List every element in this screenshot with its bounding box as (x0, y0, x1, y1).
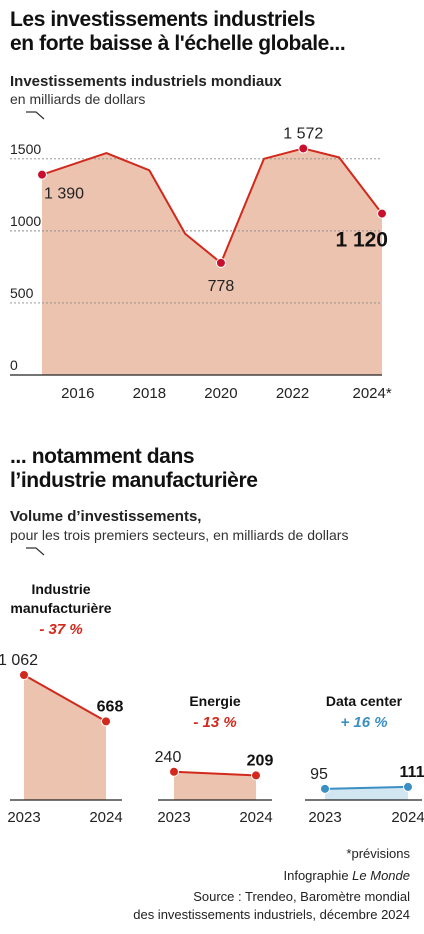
headline-2-line-1: ... notamment dans (10, 445, 195, 468)
sector-3-point-2024 (403, 781, 413, 792)
data-point-778 (215, 257, 226, 268)
chart-1-title: Investissements industriels mondiaux (10, 73, 282, 90)
sector-2-x-label-2024: 2024 (239, 809, 272, 826)
sector-2-line (173, 770, 257, 777)
credit-brand: Le Monde (352, 868, 410, 883)
headline-1: Les investissements industriels en forte… (10, 8, 346, 56)
chart-1-area-chart: 0 500 1000 1500 1 390 778 1 572 1 120 2016 2018 20… (10, 125, 392, 402)
x-tick-label-2020: 2020 (204, 385, 237, 402)
sector-2-point-2024 (251, 770, 261, 781)
data-point-1572 (298, 143, 309, 154)
sector-1-line (23, 674, 107, 723)
sector-1-name-line-2: manufacturière (10, 600, 112, 616)
x-tick-label-2024*: 2024* (352, 385, 391, 402)
sector-2-point-2023 (169, 766, 179, 777)
sector-3-x-label-2023: 2023 (308, 809, 341, 826)
credit: Infographie Le Monde (133, 867, 411, 885)
area-fill (42, 148, 382, 375)
chart-2-small-multiples: 1 062 668 2023 2024 240 209 2023 2024 95 111 2023 2… (0, 652, 424, 826)
sector-1-x-label-2024: 2024 (89, 809, 122, 826)
y-tick-label-0: 0 (10, 357, 18, 373)
headline-2-line-2: l’industrie manufacturière (10, 469, 258, 492)
sector-3-label-2024: 111 (400, 764, 424, 781)
data-label-1390: 1 390 (44, 186, 84, 203)
sector-1-point-2024 (101, 716, 111, 727)
sector-3-point-2023 (320, 783, 330, 794)
source-line-1: Source : Trendeo, Baromètre mondial (193, 889, 410, 904)
chart-1-unit: en milliards de dollars (10, 91, 146, 107)
sector-2-change: - 13 % (193, 714, 237, 731)
headline-1-line-2: en forte baisse à l'échelle globale... (10, 32, 346, 55)
sector-3-area (325, 786, 408, 800)
chart-2-title-notch (26, 547, 45, 556)
chart-2-title: Volume d’investissements, (10, 508, 202, 525)
sector-1-change: - 37 % (39, 621, 83, 638)
sector-3-label-2023: 95 (310, 766, 328, 783)
x-tick-label-2022: 2022 (276, 385, 309, 402)
headline-2: ... notamment dans l’industrie manufactu… (10, 445, 258, 493)
forecast-note: *prévisions (346, 846, 410, 861)
sector-3-name: Data center (325, 693, 403, 709)
sector-3-line (324, 785, 409, 790)
y-tick-label-1500: 1500 (10, 141, 41, 157)
y-tick-label-1000: 1000 (10, 213, 41, 229)
sector-1-area (24, 675, 106, 800)
data-point-1120 (377, 208, 387, 219)
sector-2-label-2024: 209 (247, 752, 274, 769)
x-tick-label-2016: 2016 (61, 385, 94, 402)
data-label-1572: 1 572 (283, 125, 323, 142)
source-line-2: des investissements industriels, décembr… (133, 907, 410, 922)
sector-1-name-line-1: Industrie (31, 581, 91, 597)
data-point-1390 (37, 169, 47, 180)
x-tick-label-2018: 2018 (133, 385, 166, 402)
footer: *prévisions Infographie Le Monde Source … (133, 845, 410, 924)
sector-2-name: Energie (189, 693, 241, 709)
sector-3-x-label-2024: 2024 (391, 809, 424, 826)
chart-1-title-notch (26, 111, 45, 120)
data-label-1120: 1 120 (335, 229, 388, 252)
sector-3-change: + 16 % (340, 714, 388, 731)
sector-2-area (174, 771, 256, 800)
y-tick-label-500: 500 (10, 285, 34, 301)
sector-1-point-2023 (19, 670, 29, 680)
credit-prefix: Infographie (283, 868, 353, 883)
sector-2-x-label-2023: 2023 (157, 809, 190, 826)
sector-1-x-label-2023: 2023 (7, 809, 40, 826)
sector-1-label-2024: 668 (97, 698, 124, 715)
sector-1-name: Industrie manufacturière (0, 580, 122, 618)
data-label-778: 778 (208, 278, 235, 295)
sector-1-label-2023: 1 062 (0, 652, 38, 669)
headline-1-line-1: Les investissements industriels (10, 8, 316, 31)
chart-2-unit: pour les trois premiers secteurs, en mil… (10, 527, 349, 543)
sector-2-label-2023: 240 (155, 749, 182, 766)
